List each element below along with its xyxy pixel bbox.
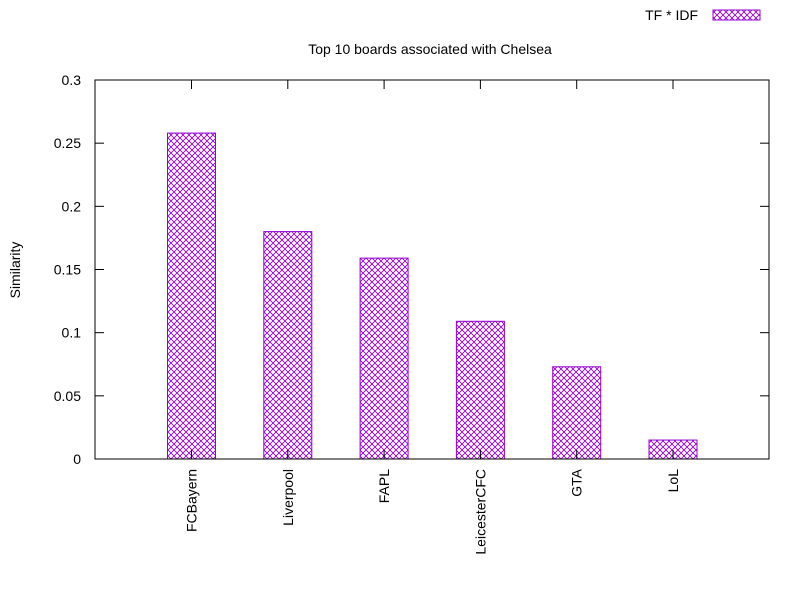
bar-gta — [553, 367, 601, 459]
y-tick-label: 0.2 — [62, 198, 82, 214]
legend-swatch — [713, 10, 760, 20]
y-tick-label: 0.1 — [62, 325, 82, 341]
bar-fapl — [360, 258, 408, 459]
legend-series-label: TF * IDF — [645, 7, 698, 23]
legend: TF * IDF — [645, 7, 760, 23]
y-tick-label: 0.05 — [54, 388, 81, 404]
bar-liverpool — [264, 232, 312, 459]
bar-fcbayern — [168, 133, 216, 459]
y-tick-label: 0 — [73, 451, 81, 467]
x-tick-label: Liverpool — [280, 469, 296, 526]
bar-leicestercfc — [456, 321, 504, 459]
x-tick-label: FAPL — [376, 469, 392, 503]
chart-title: Top 10 boards associated with Chelsea — [308, 41, 552, 57]
bars — [168, 133, 698, 459]
x-axis-ticks: FCBayern Liverpool FAPL LeicesterCFC GTA LoL — [184, 80, 682, 555]
x-tick-label: LeicesterCFC — [472, 469, 488, 555]
y-tick-label: 0.15 — [54, 262, 81, 278]
x-tick-label: GTA — [569, 468, 585, 496]
y-tick-label: 0.3 — [62, 72, 82, 88]
x-tick-label: FCBayern — [184, 469, 200, 532]
y-axis-label: Similarity — [7, 242, 23, 299]
y-axis-ticks: 0 0.05 0.1 0.15 0.2 0.25 0.3 — [54, 72, 769, 467]
x-tick-label: LoL — [665, 469, 681, 493]
y-tick-label: 0.25 — [54, 135, 81, 151]
